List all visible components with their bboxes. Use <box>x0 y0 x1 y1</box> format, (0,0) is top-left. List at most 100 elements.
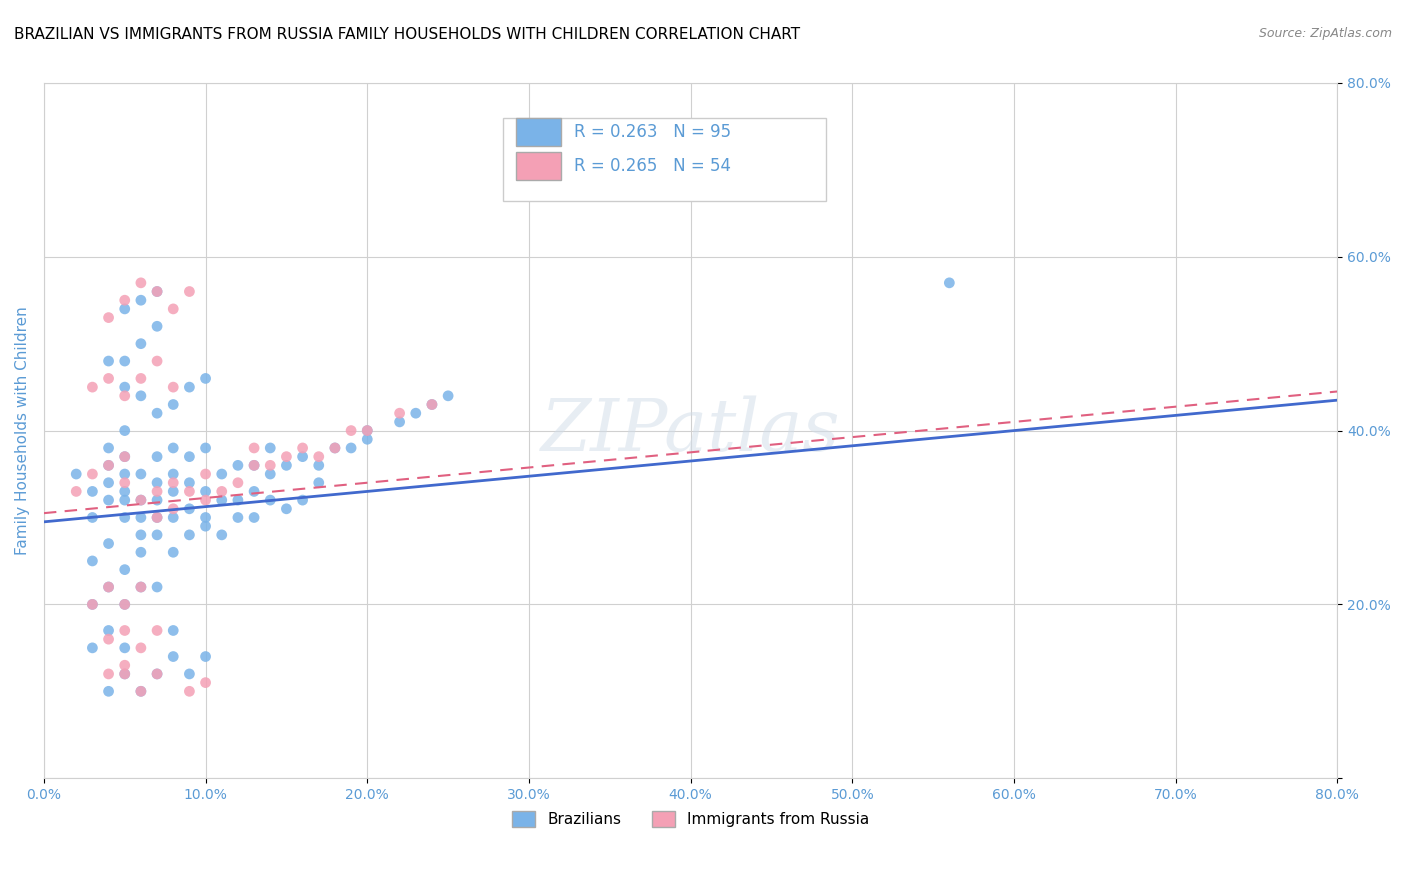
Point <box>114 389 136 403</box>
Point <box>146 510 169 524</box>
Point <box>276 458 298 473</box>
Point <box>308 475 330 490</box>
Point <box>82 380 104 394</box>
Point <box>129 276 152 290</box>
Point <box>146 493 169 508</box>
Point <box>420 397 443 411</box>
Point <box>114 667 136 681</box>
Point <box>97 684 120 698</box>
Point <box>291 450 314 464</box>
Point <box>179 484 201 499</box>
Point <box>114 658 136 673</box>
Legend: Brazilians, Immigrants from Russia: Brazilians, Immigrants from Russia <box>506 805 876 833</box>
Point <box>129 336 152 351</box>
Point <box>323 441 346 455</box>
Point <box>97 458 120 473</box>
Point <box>146 667 169 681</box>
Point <box>340 424 363 438</box>
Point <box>146 667 169 681</box>
Point <box>82 467 104 481</box>
Point <box>146 354 169 368</box>
Point <box>162 475 184 490</box>
Point <box>226 510 249 524</box>
Text: R = 0.263   N = 95: R = 0.263 N = 95 <box>574 122 731 141</box>
Point <box>114 301 136 316</box>
Point <box>129 293 152 308</box>
Point <box>114 424 136 438</box>
Point <box>114 624 136 638</box>
Point <box>65 467 87 481</box>
Point <box>65 484 87 499</box>
Point <box>82 598 104 612</box>
Text: BRAZILIAN VS IMMIGRANTS FROM RUSSIA FAMILY HOUSEHOLDS WITH CHILDREN CORRELATION : BRAZILIAN VS IMMIGRANTS FROM RUSSIA FAMI… <box>14 27 800 42</box>
Point <box>356 424 378 438</box>
Point <box>323 441 346 455</box>
Point <box>194 519 217 533</box>
Point <box>179 501 201 516</box>
Point <box>146 285 169 299</box>
Text: ZIPatlas: ZIPatlas <box>541 395 841 466</box>
Point <box>114 467 136 481</box>
Point <box>308 458 330 473</box>
Point <box>243 458 266 473</box>
Point <box>114 354 136 368</box>
Point <box>162 301 184 316</box>
Point <box>226 475 249 490</box>
Point <box>162 380 184 394</box>
Point <box>97 475 120 490</box>
Point <box>162 624 184 638</box>
Point <box>97 493 120 508</box>
Point <box>243 510 266 524</box>
Point <box>259 441 281 455</box>
Point <box>129 640 152 655</box>
Point <box>162 545 184 559</box>
Point <box>194 484 217 499</box>
Point <box>146 406 169 420</box>
Point <box>194 649 217 664</box>
Point <box>129 493 152 508</box>
Point <box>114 493 136 508</box>
Point <box>938 276 960 290</box>
Point <box>129 580 152 594</box>
Point <box>146 475 169 490</box>
Point <box>162 467 184 481</box>
Point <box>194 371 217 385</box>
Point <box>162 501 184 516</box>
Point <box>97 624 120 638</box>
Y-axis label: Family Households with Children: Family Households with Children <box>15 306 30 555</box>
Point <box>420 397 443 411</box>
Point <box>129 684 152 698</box>
Point <box>114 640 136 655</box>
Point <box>97 441 120 455</box>
Point <box>194 441 217 455</box>
Point <box>146 319 169 334</box>
Point <box>146 580 169 594</box>
Point <box>211 484 233 499</box>
Point <box>129 510 152 524</box>
Point <box>129 528 152 542</box>
Point <box>340 441 363 455</box>
Point <box>162 649 184 664</box>
FancyBboxPatch shape <box>516 153 561 180</box>
Point <box>97 632 120 647</box>
Point <box>162 441 184 455</box>
Text: Source: ZipAtlas.com: Source: ZipAtlas.com <box>1258 27 1392 40</box>
Point <box>162 397 184 411</box>
Text: R = 0.265   N = 54: R = 0.265 N = 54 <box>574 157 731 176</box>
Point <box>194 467 217 481</box>
Point <box>388 415 411 429</box>
Point <box>308 450 330 464</box>
Point <box>129 580 152 594</box>
Point <box>97 310 120 325</box>
Point <box>146 510 169 524</box>
Point <box>259 467 281 481</box>
Point <box>179 667 201 681</box>
Point <box>97 458 120 473</box>
Point <box>243 441 266 455</box>
Point <box>179 684 201 698</box>
Point <box>728 162 751 177</box>
Point <box>162 510 184 524</box>
Point <box>82 554 104 568</box>
Point <box>211 467 233 481</box>
Point <box>356 432 378 446</box>
